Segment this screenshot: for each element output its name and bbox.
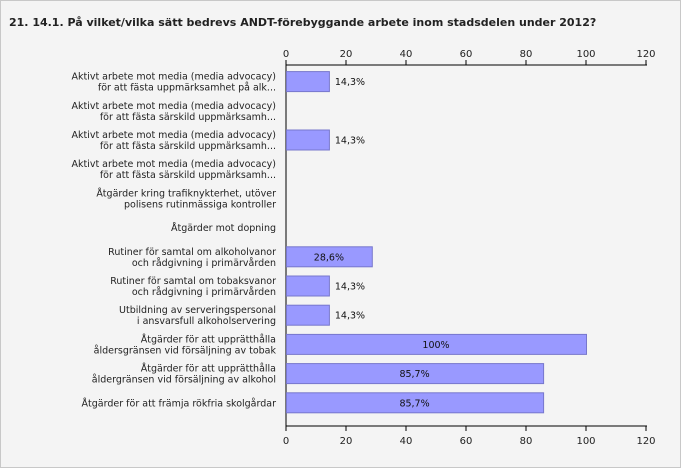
category-label: Aktivt arbete mot media (media advocacy) [71, 130, 276, 141]
category-label: Åtgärder kring trafiknykterhet, utöver [96, 187, 276, 199]
category-label: Aktivt arbete mot media (media advocacy) [71, 159, 276, 170]
x-tick-label-bottom: 80 [520, 436, 533, 447]
data-label: 14,3% [335, 311, 365, 322]
x-tick-label-top: 120 [636, 49, 655, 60]
category-label: i ansvarsfull alkoholservering [137, 316, 276, 327]
x-tick-label-bottom: 60 [460, 436, 473, 447]
bar [286, 333, 587, 355]
x-tick-label-bottom: 100 [576, 436, 595, 447]
x-tick-label-top: 60 [460, 49, 473, 60]
category-label: Åtgärder för att upprätthålla [141, 333, 276, 345]
category-label: Rutiner för samtal om tobaksvanor [110, 276, 276, 287]
category-label: Åtgärder mot dopning [171, 222, 276, 234]
x-tick-label-bottom: 40 [400, 436, 413, 447]
data-label: 85,7% [399, 369, 429, 380]
category-label: åldersgränsen vid försäljning av tobak [94, 345, 277, 356]
category-label: Åtgärder för att upprätthålla [141, 363, 276, 375]
category-label: åldergränsen vid försäljning av alkohol [92, 375, 276, 386]
bar [286, 275, 330, 297]
x-tick-label-top: 100 [576, 49, 595, 60]
data-label: 14,3% [335, 136, 365, 147]
x-tick-label-top: 20 [340, 49, 353, 60]
category-label: Åtgärder för att främja rökfria skolgård… [82, 397, 277, 409]
category-label: Utbildning av serveringspersonal [119, 305, 276, 316]
x-tick-label-top: 80 [520, 49, 533, 60]
data-label: 14,3% [335, 77, 365, 88]
data-label: 28,6% [314, 252, 344, 263]
data-label: 85,7% [399, 398, 429, 409]
category-label: och rådgivning i primärvården [132, 287, 276, 298]
bar [286, 304, 330, 326]
bar [286, 392, 545, 414]
x-tick-label-top: 0 [283, 49, 289, 60]
x-tick-label-top: 40 [400, 49, 413, 60]
category-label: Aktivt arbete mot media (media advocacy) [71, 101, 276, 112]
category-label: för att fästa särskild uppmärksamh... [100, 112, 276, 123]
bar [286, 246, 373, 268]
category-label: polisens rutinmässiga kontroller [124, 199, 276, 210]
category-label: Aktivt arbete mot media (media advocacy) [71, 72, 276, 83]
x-tick-label-bottom: 120 [636, 436, 655, 447]
data-label: 100% [422, 340, 449, 351]
x-tick-label-bottom: 20 [340, 436, 353, 447]
category-label: för att fästa uppmärksamhet på alk... [98, 83, 276, 94]
bar [286, 129, 330, 151]
chart-title: 21. 14.1. På vilket/vilka sätt bedrevs A… [9, 16, 597, 29]
category-label: för att fästa särskild uppmärksamh... [100, 141, 276, 152]
category-label: och rådgivning i primärvården [132, 258, 276, 269]
x-tick-label-bottom: 0 [283, 436, 289, 447]
category-label: för att fästa särskild uppmärksamh... [100, 170, 276, 181]
bar [286, 71, 330, 93]
category-label: Rutiner för samtal om alkoholvanor [108, 247, 276, 258]
data-label: 14,3% [335, 282, 365, 293]
bar [286, 363, 545, 385]
